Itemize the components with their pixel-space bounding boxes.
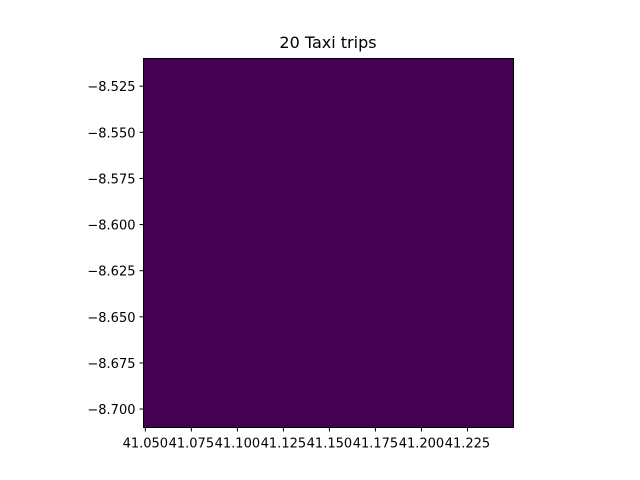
x-tick-label: 41.175 — [353, 437, 399, 452]
y-tick-label: −8.675 — [87, 357, 135, 372]
y-tick-label: −8.600 — [87, 219, 135, 234]
x-tick-label: 41.100 — [215, 437, 261, 452]
y-tick-label: −8.550 — [87, 126, 135, 141]
x-axis: 41.050 41.075 41.100 41.125 41.150 41.175 41.2… — [123, 427, 491, 452]
y-tick-label: −8.650 — [87, 311, 135, 326]
x-tick-label: 41.125 — [261, 437, 307, 452]
x-tick-label: 41.150 — [307, 437, 353, 452]
y-tick-label: −8.525 — [87, 80, 135, 95]
heatmap-cell — [143, 58, 514, 428]
chart-title: 20 Taxi trips — [279, 33, 376, 52]
x-tick-label: 41.075 — [169, 437, 215, 452]
plot-frame — [143, 58, 514, 428]
y-tick-label: −8.625 — [87, 265, 135, 280]
x-tick-label: 41.050 — [123, 437, 169, 452]
x-tick-label: 41.225 — [445, 437, 491, 452]
y-axis: −8.525 −8.550 −8.575 −8.600 −8.625 −8.650 −8.6… — [87, 80, 144, 418]
x-tick-label: 41.200 — [399, 437, 445, 452]
y-tick-label: −8.700 — [87, 403, 135, 418]
y-tick-label: −8.575 — [87, 172, 135, 187]
